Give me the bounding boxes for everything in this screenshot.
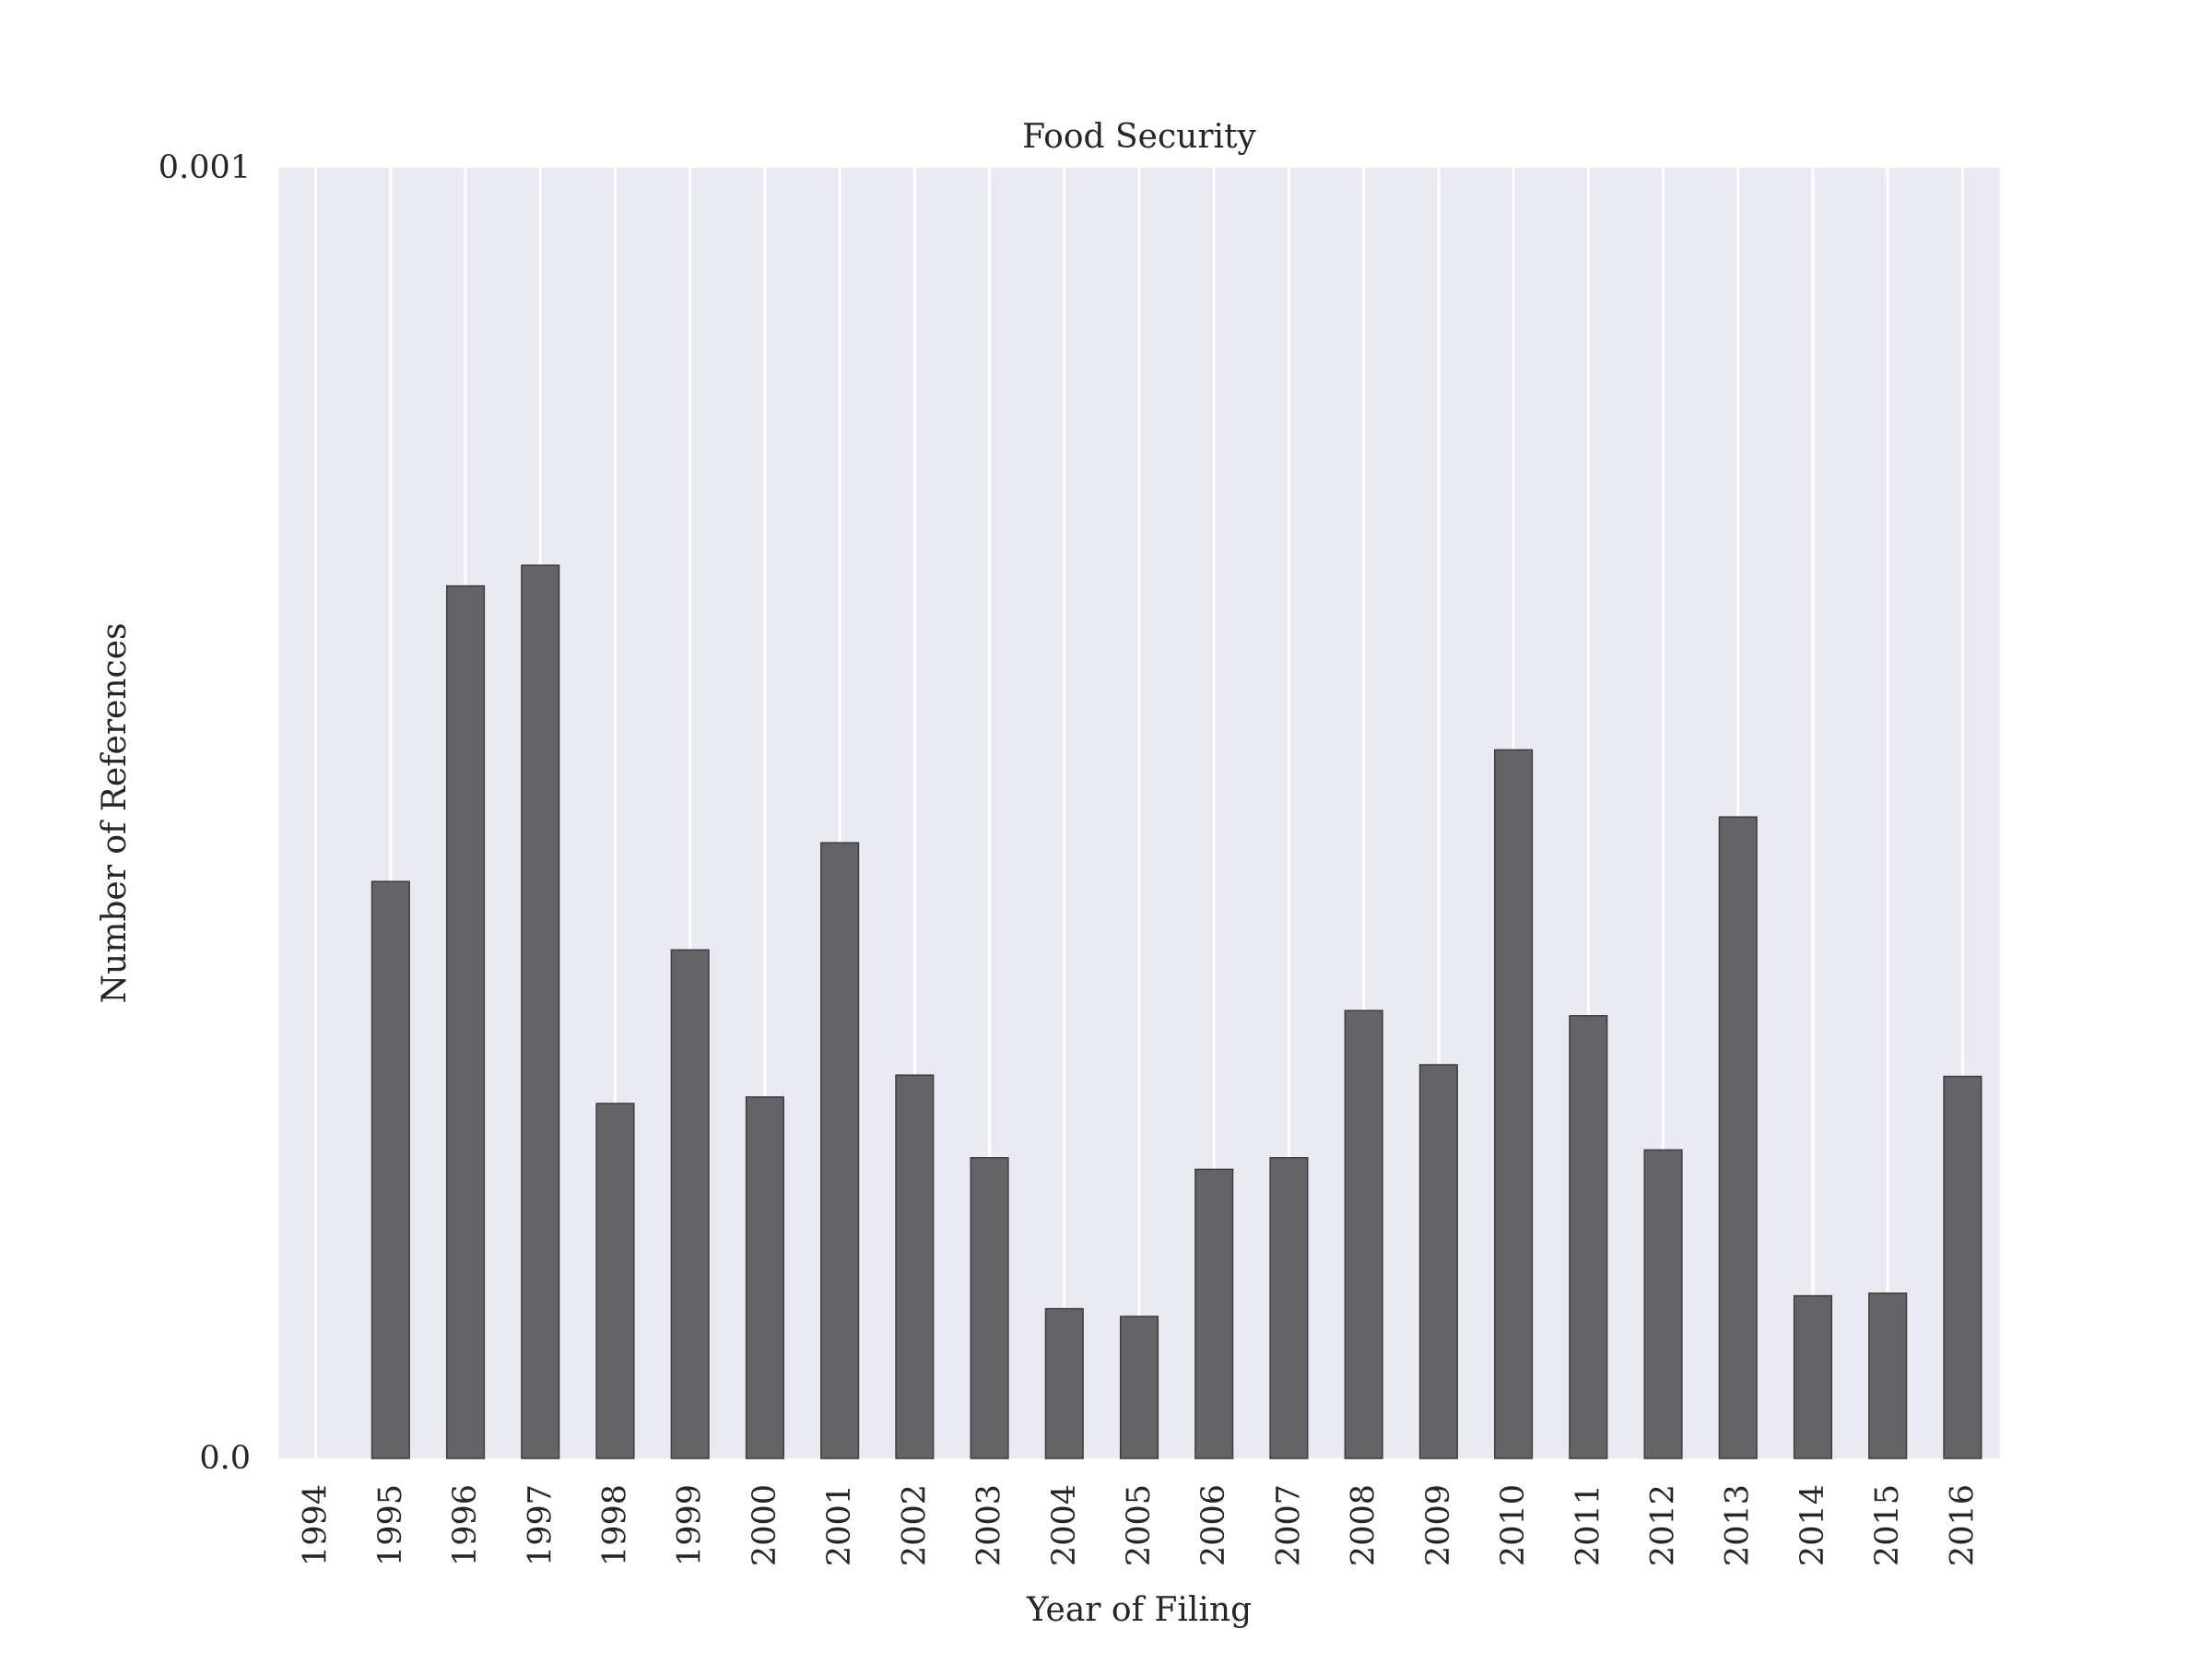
bar-2007 (1269, 1157, 1309, 1459)
bar-1995 (371, 880, 410, 1459)
x-tick-label-1995: 1995 (372, 1484, 409, 1566)
x-tick-label-2014: 2014 (1794, 1484, 1831, 1566)
x-tick-label-2001: 2001 (821, 1484, 858, 1566)
bar-2016 (1943, 1075, 1983, 1459)
x-tick-label-2016: 2016 (1944, 1484, 1981, 1566)
bar-2005 (1119, 1316, 1159, 1459)
bar-1996 (445, 584, 486, 1459)
bar-2012 (1643, 1149, 1683, 1459)
bar-2013 (1718, 816, 1758, 1459)
y-tick-label-1: 0.001 (159, 149, 251, 186)
x-tick-label-2005: 2005 (1121, 1484, 1158, 1566)
y-tick-label-0: 0.0 (199, 1440, 251, 1477)
x-tick-label-2010: 2010 (1495, 1484, 1532, 1566)
bar-1999 (670, 949, 710, 1459)
y-axis-label: Number of References (96, 623, 134, 1004)
bar-2014 (1793, 1294, 1833, 1459)
x-tick-label-2008: 2008 (1346, 1484, 1382, 1566)
x-tick-label-2002: 2002 (896, 1484, 933, 1566)
bar-2000 (745, 1096, 784, 1459)
bar-2004 (1044, 1307, 1084, 1459)
x-tick-label-1994: 1994 (298, 1484, 335, 1566)
bar-2003 (970, 1157, 1009, 1459)
x-tick-label-1999: 1999 (672, 1484, 709, 1566)
x-tick-label-2011: 2011 (1570, 1484, 1606, 1566)
x-tick-label-1996: 1996 (447, 1484, 484, 1566)
bar-2011 (1569, 1015, 1608, 1459)
bar-2010 (1494, 749, 1534, 1459)
x-tick-label-2009: 2009 (1420, 1484, 1457, 1566)
bar-1998 (595, 1103, 635, 1459)
y-tick-labels: 0.0 0.001 (159, 149, 251, 1477)
x-tick-label-2003: 2003 (971, 1484, 1008, 1566)
bar-2006 (1194, 1168, 1234, 1459)
x-tick-label-2000: 2000 (747, 1484, 783, 1566)
x-tick-labels: 1994 1995 1996 1997 1998 1999 2000 2001 2002 2003… (298, 1484, 1982, 1566)
x-tick-label-2012: 2012 (1645, 1484, 1682, 1566)
x-tick-label-1997: 1997 (522, 1484, 559, 1566)
bar-2008 (1344, 1009, 1383, 1459)
x-tick-label-2015: 2015 (1869, 1484, 1906, 1566)
x-tick-label-2004: 2004 (1046, 1484, 1083, 1566)
x-tick-label-2006: 2006 (1195, 1484, 1232, 1566)
x-tick-label-2013: 2013 (1720, 1484, 1757, 1566)
bar-2002 (895, 1074, 935, 1459)
chart-title: Food Security (1022, 118, 1256, 156)
bars (371, 564, 1983, 1459)
x-tick-label-1998: 1998 (596, 1484, 633, 1566)
x-axis-label: Year of Filing (1026, 1591, 1252, 1629)
x-tick-label-2007: 2007 (1270, 1484, 1307, 1566)
bar-1997 (521, 564, 560, 1459)
bar-2009 (1418, 1064, 1458, 1459)
bar-2001 (820, 842, 860, 1459)
bar-2015 (1868, 1292, 1908, 1459)
